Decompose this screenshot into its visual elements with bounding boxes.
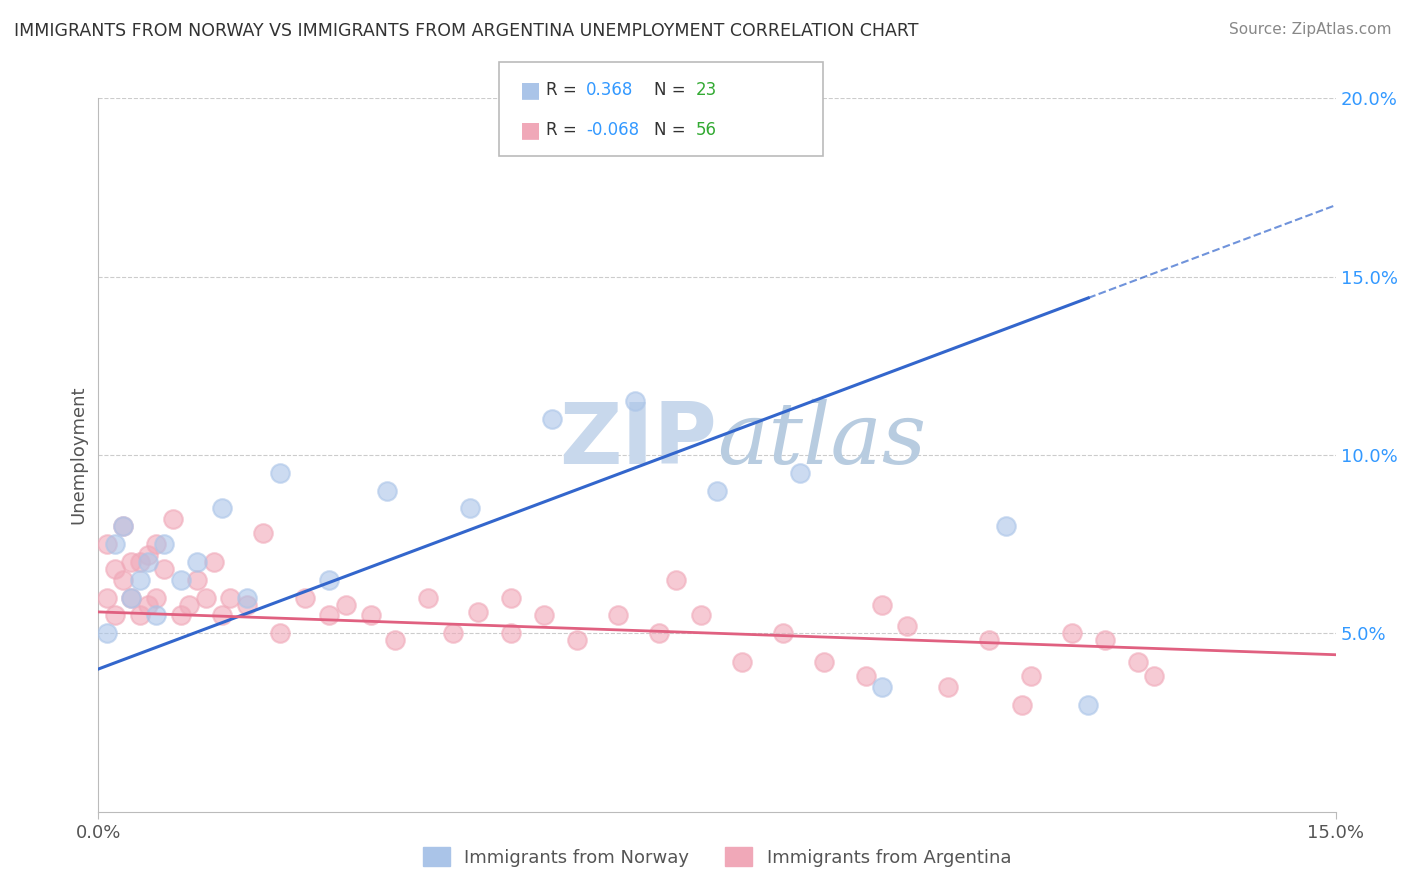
Text: 0.368: 0.368: [586, 81, 634, 99]
Point: [179, 598, 201, 612]
Point: [623, 394, 645, 409]
Point: [186, 573, 208, 587]
Point: [689, 608, 711, 623]
Text: 23: 23: [696, 81, 717, 99]
Point: [104, 537, 127, 551]
Point: [648, 626, 671, 640]
Point: [170, 573, 193, 587]
Point: [128, 608, 150, 623]
Point: [936, 680, 959, 694]
Point: [145, 537, 167, 551]
Point: [979, 633, 1001, 648]
Point: [104, 562, 127, 576]
Point: [194, 591, 217, 605]
Text: 56: 56: [696, 121, 717, 139]
Point: [153, 537, 176, 551]
Point: [120, 555, 142, 569]
Point: [458, 501, 481, 516]
Point: [789, 466, 811, 480]
Point: [318, 608, 340, 623]
Point: [541, 412, 564, 426]
Point: [136, 598, 159, 612]
Point: [162, 512, 184, 526]
Point: [112, 573, 135, 587]
Text: ■: ■: [520, 79, 541, 100]
Point: [219, 591, 242, 605]
Point: [128, 555, 150, 569]
Point: [418, 591, 440, 605]
Point: [252, 526, 274, 541]
Point: [607, 608, 630, 623]
Point: [145, 608, 167, 623]
Point: [1094, 633, 1116, 648]
Point: [375, 483, 398, 498]
Point: [128, 573, 150, 587]
Text: N =: N =: [654, 121, 690, 139]
Point: [104, 608, 127, 623]
Point: [1011, 698, 1033, 712]
Point: [467, 605, 489, 619]
Point: [1077, 698, 1099, 712]
Point: [731, 655, 754, 669]
Point: [318, 573, 340, 587]
Point: [855, 669, 877, 683]
Point: [706, 483, 728, 498]
Point: [211, 608, 233, 623]
Text: N =: N =: [654, 81, 690, 99]
Point: [1143, 669, 1166, 683]
Point: [136, 555, 159, 569]
Point: [1019, 669, 1042, 683]
Point: [294, 591, 316, 605]
Point: [269, 626, 291, 640]
Point: [441, 626, 464, 640]
Point: [96, 626, 118, 640]
Point: [896, 619, 918, 633]
Point: [1060, 626, 1083, 640]
Point: [360, 608, 382, 623]
Point: [1126, 655, 1149, 669]
Point: [112, 519, 135, 533]
Point: [335, 598, 357, 612]
Point: [236, 598, 259, 612]
Point: [994, 519, 1017, 533]
Point: [120, 591, 142, 605]
Point: [136, 548, 159, 562]
Point: [813, 655, 835, 669]
Point: [499, 591, 522, 605]
Point: [96, 537, 118, 551]
Text: ■: ■: [520, 120, 541, 140]
Point: [186, 555, 208, 569]
Point: [269, 466, 291, 480]
Text: Source: ZipAtlas.com: Source: ZipAtlas.com: [1229, 22, 1392, 37]
Point: [120, 591, 142, 605]
Point: [145, 591, 167, 605]
Point: [565, 633, 588, 648]
Point: [870, 680, 893, 694]
Point: [112, 519, 135, 533]
Point: [236, 591, 259, 605]
Y-axis label: Unemployment: Unemployment: [69, 385, 87, 524]
Point: [153, 562, 176, 576]
Point: [96, 591, 118, 605]
Point: [870, 598, 893, 612]
Point: [211, 501, 233, 516]
Text: -0.068: -0.068: [586, 121, 640, 139]
Point: [170, 608, 193, 623]
Text: IMMIGRANTS FROM NORWAY VS IMMIGRANTS FROM ARGENTINA UNEMPLOYMENT CORRELATION CHA: IMMIGRANTS FROM NORWAY VS IMMIGRANTS FRO…: [14, 22, 918, 40]
Point: [499, 626, 522, 640]
Text: atlas: atlas: [717, 400, 927, 482]
Point: [533, 608, 555, 623]
Point: [665, 573, 688, 587]
Point: [772, 626, 794, 640]
Text: R =: R =: [546, 121, 582, 139]
Point: [384, 633, 406, 648]
Text: R =: R =: [546, 81, 582, 99]
Text: ZIP: ZIP: [560, 399, 717, 483]
Point: [202, 555, 225, 569]
Legend: Immigrants from Norway, Immigrants from Argentina: Immigrants from Norway, Immigrants from …: [416, 840, 1018, 874]
